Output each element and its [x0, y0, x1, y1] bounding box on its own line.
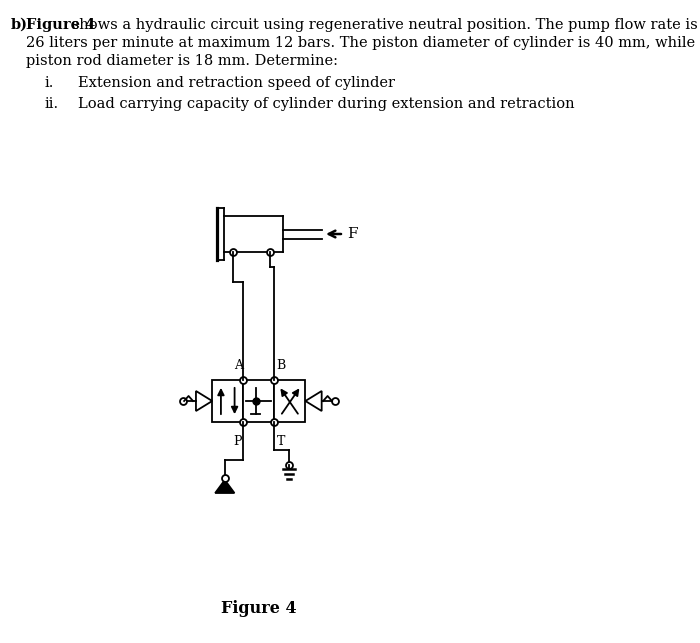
Bar — [244, 380, 274, 422]
Polygon shape — [305, 391, 322, 411]
Text: ii.: ii. — [44, 97, 59, 111]
Polygon shape — [215, 480, 235, 493]
Text: A: A — [234, 359, 244, 372]
Text: shows a hydraulic circuit using regenerative neutral position. The pump flow rat: shows a hydraulic circuit using regenera… — [67, 18, 698, 32]
Text: piston rod diameter is 18 mm. Determine:: piston rod diameter is 18 mm. Determine: — [26, 54, 338, 68]
Text: Figure 4: Figure 4 — [26, 18, 95, 32]
Text: T: T — [276, 435, 285, 448]
Text: i.: i. — [44, 76, 54, 90]
Bar — [212, 380, 244, 422]
Polygon shape — [196, 391, 212, 411]
Text: F: F — [347, 227, 358, 241]
Bar — [274, 380, 305, 422]
Text: B: B — [276, 359, 285, 372]
Text: Extension and retraction speed of cylinder: Extension and retraction speed of cylind… — [78, 76, 395, 90]
Text: b): b) — [10, 18, 27, 32]
Text: P: P — [233, 435, 242, 448]
Text: Figure 4: Figure 4 — [221, 600, 297, 617]
Text: Load carrying capacity of cylinder during extension and retraction: Load carrying capacity of cylinder durin… — [78, 97, 574, 111]
Text: 26 liters per minute at maximum 12 bars. The piston diameter of cylinder is 40 m: 26 liters per minute at maximum 12 bars.… — [26, 36, 700, 50]
